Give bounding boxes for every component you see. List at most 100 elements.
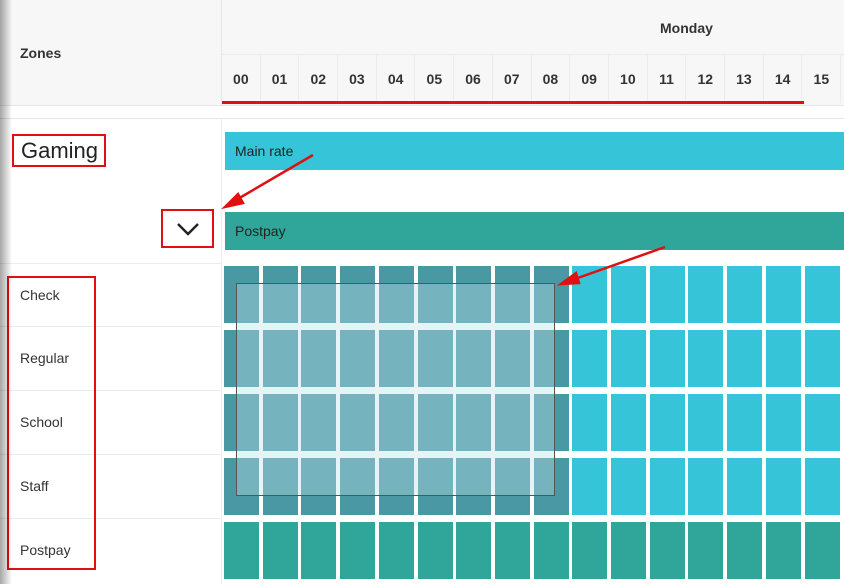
schedule-cell[interactable] [572, 330, 608, 387]
schedule-cell[interactable] [765, 458, 801, 515]
schedule-cell[interactable] [262, 330, 298, 387]
schedule-cell[interactable] [301, 522, 337, 579]
row-label-school: School [20, 414, 63, 430]
schedule-cell[interactable] [456, 266, 492, 323]
schedule-cell[interactable] [494, 330, 530, 387]
schedule-cell[interactable] [688, 394, 724, 451]
schedule-cell[interactable] [572, 394, 608, 451]
schedule-cell[interactable] [378, 330, 414, 387]
schedule-cell[interactable] [494, 266, 530, 323]
schedule-cell[interactable] [378, 394, 414, 451]
schedule-cell[interactable] [301, 330, 337, 387]
schedule-cell[interactable] [494, 394, 530, 451]
schedule-cell[interactable] [649, 522, 685, 579]
schedule-cell[interactable] [533, 458, 569, 515]
schedule-cell[interactable] [649, 330, 685, 387]
left-edge-shadow [0, 0, 12, 584]
schedule-cell[interactable] [456, 458, 492, 515]
schedule-cell[interactable] [456, 330, 492, 387]
schedule-cell[interactable] [533, 394, 569, 451]
hour-label: 09 [570, 55, 609, 103]
schedule-cell[interactable] [727, 266, 763, 323]
hour-label: 00 [222, 55, 261, 103]
row-divider [0, 390, 222, 391]
schedule-cell[interactable] [224, 522, 259, 579]
schedule-cell[interactable] [765, 330, 801, 387]
schedule-cell[interactable] [765, 266, 801, 323]
schedule-cell[interactable] [727, 330, 763, 387]
schedule-cell[interactable] [727, 394, 763, 451]
schedule-cell[interactable] [688, 266, 724, 323]
schedule-cell[interactable] [727, 458, 763, 515]
zones-header: Zones [0, 0, 222, 106]
schedule-cell[interactable] [456, 522, 492, 579]
schedule-cell[interactable] [765, 522, 801, 579]
schedule-cell[interactable] [417, 266, 453, 323]
schedule-cell[interactable] [262, 522, 298, 579]
schedule-cell[interactable] [417, 394, 453, 451]
schedule-cell[interactable] [611, 266, 646, 323]
schedule-cell[interactable] [572, 458, 608, 515]
schedule-cell[interactable] [688, 330, 724, 387]
schedule-cell[interactable] [649, 458, 685, 515]
schedule-cell[interactable] [611, 394, 646, 451]
hour-label: 01 [261, 55, 300, 103]
schedule-cell[interactable] [340, 330, 376, 387]
row-divider [0, 263, 222, 264]
collapse-toggle-button[interactable] [161, 209, 214, 248]
postpay-rate-bar[interactable]: Postpay [225, 212, 844, 250]
schedule-cell[interactable] [804, 330, 840, 387]
schedule-cell[interactable] [649, 394, 685, 451]
row-divider [0, 518, 222, 519]
schedule-cell[interactable] [262, 458, 298, 515]
schedule-cell[interactable] [804, 394, 840, 451]
schedule-cell[interactable] [417, 458, 453, 515]
schedule-cell[interactable] [533, 266, 569, 323]
main-rate-bar[interactable]: Main rate [225, 132, 844, 170]
schedule-cell[interactable] [804, 522, 840, 579]
schedule-cell[interactable] [611, 522, 646, 579]
schedule-cell[interactable] [765, 394, 801, 451]
schedule-cell[interactable] [533, 330, 569, 387]
schedule-cell[interactable] [417, 522, 453, 579]
schedule-cell[interactable] [378, 266, 414, 323]
schedule-cell[interactable] [340, 522, 376, 579]
schedule-cell[interactable] [301, 458, 337, 515]
schedule-cell[interactable] [611, 458, 646, 515]
schedule-cell[interactable] [301, 394, 337, 451]
schedule-cell[interactable] [340, 458, 376, 515]
schedule-cell[interactable] [224, 330, 259, 387]
schedule-cell[interactable] [688, 458, 724, 515]
hour-label: 02 [299, 55, 339, 103]
schedule-cell[interactable] [224, 394, 259, 451]
schedule-cell[interactable] [301, 266, 337, 323]
schedule-cell[interactable] [572, 522, 608, 579]
schedule-cell[interactable] [456, 394, 492, 451]
hour-label: 10 [609, 55, 648, 103]
schedule-cell[interactable] [262, 394, 298, 451]
schedule-cell[interactable] [611, 330, 646, 387]
schedule-cell[interactable] [224, 266, 259, 323]
schedule-cell[interactable] [804, 458, 840, 515]
schedule-cell[interactable] [224, 458, 259, 515]
row-label-check: Check [20, 287, 60, 303]
schedule-cell[interactable] [533, 522, 569, 579]
schedule-cell[interactable] [262, 266, 298, 323]
row-label-staff: Staff [20, 478, 49, 494]
schedule-cell[interactable] [494, 458, 530, 515]
schedule-cell[interactable] [378, 458, 414, 515]
schedule-cell[interactable] [804, 266, 840, 323]
schedule-cell[interactable] [688, 522, 724, 579]
schedule-cell[interactable] [494, 522, 530, 579]
hour-label: 04 [377, 55, 416, 103]
schedule-cell[interactable] [727, 522, 763, 579]
schedule-cell[interactable] [378, 522, 414, 579]
row-label-postpay: Postpay [20, 542, 71, 558]
chevron-down-icon [176, 222, 199, 236]
schedule-cell[interactable] [649, 266, 685, 323]
schedule-cell[interactable] [340, 394, 376, 451]
schedule-cell[interactable] [417, 330, 453, 387]
schedule-cell[interactable] [340, 266, 376, 323]
schedule-cell[interactable] [572, 266, 608, 323]
